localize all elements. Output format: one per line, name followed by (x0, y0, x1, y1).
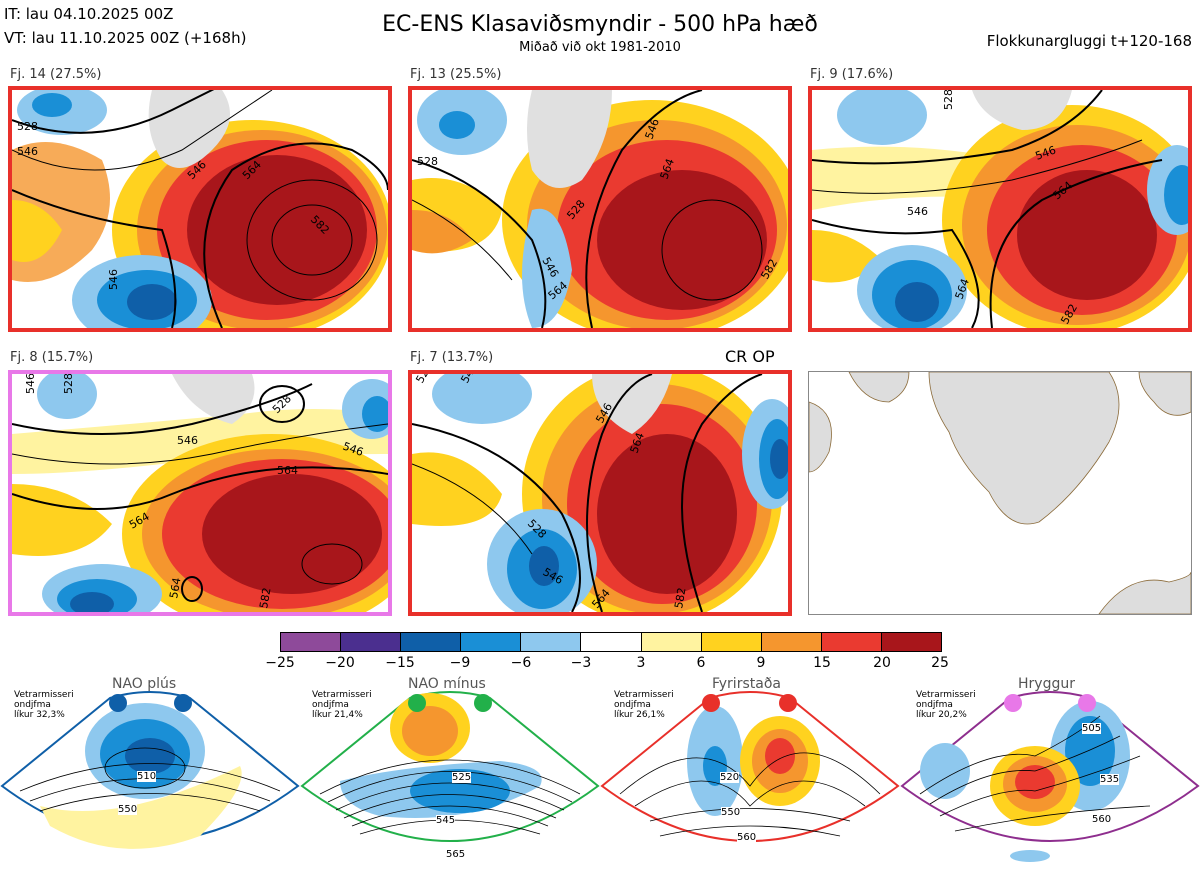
page-title: EC-ENS Klasaviðsmyndir - 500 hPa hæð (382, 12, 818, 37)
contour-label: 525 (452, 772, 472, 783)
colorbar-swatch (521, 633, 582, 651)
colorbar-swatch (761, 633, 822, 651)
svg-text:528: 528 (413, 374, 435, 386)
colorbar-ticks: −25 −20 −15 −9 −6 −3 3 6 9 15 20 25 (265, 655, 949, 675)
regime-text-line: Vetrarmisseri (614, 690, 674, 700)
svg-text:546: 546 (177, 434, 198, 447)
panel-label: Fj. 13 (25.5%) (410, 67, 502, 82)
contour-label: 535 (1100, 774, 1120, 785)
regime-text: Vetrarmisseri ondjfma líkur 20,2% (916, 690, 976, 720)
contour-label: 565 (446, 849, 466, 860)
svg-text:546: 546 (907, 205, 928, 218)
colorbar-tick: 6 (696, 655, 706, 671)
svg-text:582: 582 (672, 587, 688, 610)
colorbar-swatch (401, 633, 462, 651)
svg-text:546: 546 (17, 145, 38, 158)
regime-title: Fyrirstaða (712, 676, 781, 692)
regime-text-line: ondjfma (916, 700, 953, 710)
valid-time: VT: lau 11.10.2025 00Z (+168h) (4, 29, 247, 47)
cr-op-label: CR OP (725, 347, 775, 366)
base-map (808, 371, 1192, 615)
regime-ridge: Hryggur Vetrarmisseri ondjfma líkur 20,2… (900, 676, 1200, 871)
colorbar-swatch (641, 633, 702, 651)
contour-label: 545 (436, 815, 456, 826)
colorbar-tick: −9 (449, 655, 471, 671)
svg-text:546: 546 (458, 374, 480, 386)
svg-text:564: 564 (277, 464, 298, 477)
regime-text-line: ondjfma (14, 700, 51, 710)
cluster-map-13: 546 564 528 546 564 582 528 (408, 86, 792, 332)
colorbar-tick: 15 (813, 655, 831, 671)
regime-title: NAO mínus (408, 676, 486, 692)
regime-text-line: líkur 26,1% (614, 710, 665, 720)
svg-text:528: 528 (17, 120, 38, 133)
panel-label: Fj. 8 (15.7%) (10, 350, 94, 365)
regime-text-line: líkur 20,2% (916, 710, 967, 720)
colorbar-tick: 3 (636, 655, 646, 671)
colorbar-tick: −20 (325, 655, 355, 671)
regime-blocking: Fyrirstaða Vetrarmisseri ondjfma líkur 2… (600, 676, 900, 871)
colorbar-swatch (701, 633, 762, 651)
colorbar-swatch (461, 633, 522, 651)
colorbar-swatch (581, 633, 642, 651)
panel-label: Fj. 7 (13.7%) (410, 350, 494, 365)
regime-text: Vetrarmisseri ondjfma líkur 26,1% (614, 690, 674, 720)
contour-label: 520 (720, 772, 740, 783)
contour-label: 550 (118, 804, 138, 815)
svg-text:564: 564 (167, 577, 183, 600)
colorbar-tick: 20 (873, 655, 891, 671)
cluster-map-8: 546 528 546 528 546 564 564 564 582 (8, 370, 392, 616)
regime-title: NAO plús (112, 676, 177, 692)
svg-text:546: 546 (24, 374, 37, 394)
svg-text:582: 582 (257, 587, 273, 610)
colorbar (280, 632, 942, 652)
contour-label: 550 (721, 807, 741, 818)
colorbar-swatch (881, 633, 942, 651)
cluster-map-7: 528 546 546 564 528 546 564 582 (408, 370, 792, 616)
regime-title: Hryggur (1018, 676, 1075, 692)
svg-text:546: 546 (107, 269, 120, 290)
colorbar-tick: −15 (385, 655, 415, 671)
svg-text:528: 528 (942, 90, 955, 110)
colorbar-tick: −25 (265, 655, 295, 671)
cluster-map-14: 546 564 582 528 546 546 (8, 86, 392, 332)
regime-text: Vetrarmisseri ondjfma líkur 32,3% (14, 690, 74, 720)
colorbar-tick: 25 (931, 655, 949, 671)
panel-label: Fj. 14 (27.5%) (10, 67, 102, 82)
colorbar-tick: 9 (756, 655, 766, 671)
panel-label: Fj. 9 (17.6%) (810, 67, 894, 82)
regime-text-line: Vetrarmisseri (312, 690, 372, 700)
regime-text-line: ondjfma (614, 700, 651, 710)
colorbar-swatch (341, 633, 402, 651)
svg-text:528: 528 (62, 374, 75, 394)
cluster-map-9: 528 546 546 564 564 582 (808, 86, 1192, 332)
colorbar-tick: −3 (570, 655, 592, 671)
contour-label: 510 (137, 771, 157, 782)
regime-text-line: Vetrarmisseri (14, 690, 74, 700)
colorbar-tick: −6 (510, 655, 532, 671)
regime-nao-minus: NAO mínus Vetrarmisseri ondjfma líkur 21… (300, 676, 600, 871)
svg-text:528: 528 (417, 155, 438, 168)
colorbar-swatch (281, 633, 342, 651)
regime-text-line: Vetrarmisseri (916, 690, 976, 700)
regime-text-line: ondjfma (312, 700, 349, 710)
classification-window: Flokkunargluggi t+120-168 (986, 32, 1192, 50)
page-subtitle: Miðað við okt 1981-2010 (519, 40, 681, 55)
regime-text: Vetrarmisseri ondjfma líkur 21,4% (312, 690, 372, 720)
regime-text-line: líkur 21,4% (312, 710, 363, 720)
regime-nao-plus: NAO plús Vetrarmisseri ondjfma líkur 32,… (0, 676, 300, 871)
issue-time: IT: lau 04.10.2025 00Z (4, 5, 174, 23)
contour-label: 560 (1092, 814, 1112, 825)
contour-label: 505 (1082, 723, 1102, 734)
colorbar-swatch (821, 633, 882, 651)
contour-label: 560 (737, 832, 757, 843)
regime-text-line: líkur 32,3% (14, 710, 65, 720)
